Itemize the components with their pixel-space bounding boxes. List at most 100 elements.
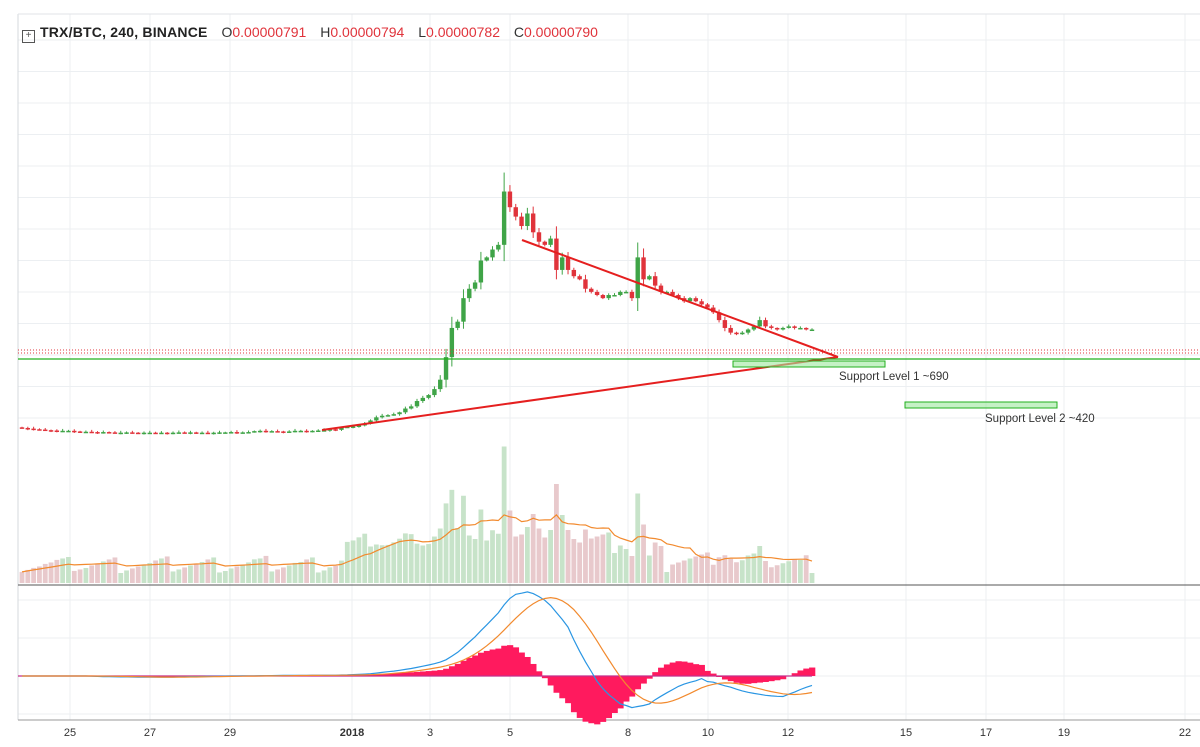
macd-histogram-bar	[490, 650, 496, 676]
volume-bar	[269, 571, 274, 583]
macd-histogram-bar	[699, 665, 705, 676]
candle	[211, 433, 215, 435]
volume-bar	[595, 537, 600, 584]
candle	[316, 430, 320, 432]
candle	[461, 298, 465, 322]
candle	[543, 242, 547, 245]
volume-bar	[624, 549, 629, 583]
macd-histogram-bar	[524, 657, 530, 676]
candle	[548, 239, 552, 245]
expand-icon[interactable]: +	[22, 30, 35, 43]
volume-bar	[136, 566, 141, 583]
x-tick-label: 3	[427, 727, 433, 739]
volume-bar	[89, 565, 94, 583]
volume-bar	[589, 539, 594, 584]
candle	[740, 333, 744, 335]
macd-histogram-bar	[455, 664, 461, 676]
volume-bar	[66, 557, 71, 583]
macd-histogram-bar	[548, 676, 554, 685]
candle	[188, 432, 192, 434]
candle	[78, 431, 82, 433]
candle	[792, 326, 796, 328]
candle	[119, 433, 123, 435]
volume-bar	[496, 534, 501, 583]
macd-histogram-bar	[432, 671, 438, 676]
volume-bar	[368, 547, 373, 584]
volume-bar	[397, 539, 402, 583]
volume-bar	[490, 530, 495, 583]
x-tick-label: 15	[900, 727, 912, 739]
macd-histogram-bar	[420, 671, 426, 676]
volume-bar	[293, 563, 298, 583]
volume-bar	[740, 560, 745, 583]
candle	[182, 432, 186, 434]
macd-histogram-bar	[472, 655, 478, 676]
candle	[264, 431, 268, 433]
volume-bar	[252, 559, 257, 583]
candle	[566, 257, 570, 270]
volume-bar	[734, 562, 739, 583]
x-tick-label: 17	[980, 727, 992, 739]
volume-bar	[43, 564, 48, 583]
macd-line	[22, 592, 812, 708]
candle	[84, 432, 88, 434]
candle	[142, 433, 146, 435]
candle	[781, 328, 785, 330]
macd-histogram-bar	[478, 653, 484, 676]
candle	[287, 431, 291, 433]
volume-bar	[775, 565, 780, 583]
volume-bar	[409, 534, 414, 583]
volume-bar	[78, 569, 83, 583]
candle	[136, 433, 140, 435]
volume-bar	[717, 557, 722, 583]
volume-bar	[630, 556, 635, 583]
candle	[90, 432, 94, 434]
candle	[241, 432, 245, 434]
volume-bar	[583, 530, 588, 584]
volume-bar	[159, 558, 164, 583]
candle	[165, 433, 169, 435]
volume-bar	[298, 562, 303, 583]
candle	[194, 432, 198, 434]
candle	[787, 326, 791, 328]
volume-bar	[391, 542, 396, 583]
high-value: 0.00000794	[330, 24, 404, 40]
macd-histogram-bar	[745, 676, 751, 684]
macd-histogram-bar	[449, 666, 455, 676]
candle	[246, 432, 250, 434]
volume-bar	[612, 553, 617, 583]
candle	[810, 330, 814, 332]
volume-bar	[484, 541, 489, 584]
candle	[380, 416, 384, 418]
candle	[746, 330, 750, 333]
macd-histogram-bar	[693, 664, 699, 676]
volume-bar	[728, 559, 733, 583]
x-tick-label: 22	[1179, 727, 1191, 739]
volume-bar	[566, 530, 571, 583]
macd-histogram-bar	[675, 661, 681, 676]
candle	[310, 431, 314, 433]
macd-histogram-bar	[641, 676, 647, 684]
volume-bar	[537, 529, 542, 584]
macd-histogram-bar	[513, 647, 519, 676]
macd-histogram-bar	[577, 676, 583, 718]
volume-bar	[438, 529, 443, 584]
candle	[647, 276, 651, 279]
volume-bar	[327, 567, 332, 583]
volume-bar	[240, 565, 245, 583]
candle	[618, 292, 622, 295]
x-tick-label: 2018	[340, 727, 364, 739]
macd-histogram-bar	[623, 676, 629, 702]
volume-bar	[432, 537, 437, 583]
candle	[612, 295, 616, 297]
candle	[31, 429, 35, 431]
candle	[537, 232, 541, 241]
macd-histogram-bar	[757, 676, 763, 683]
candle	[421, 398, 425, 401]
macd-histogram-bar	[763, 676, 769, 682]
candle	[130, 432, 134, 434]
macd-histogram-bar	[797, 670, 803, 676]
volume-bar	[124, 570, 129, 583]
